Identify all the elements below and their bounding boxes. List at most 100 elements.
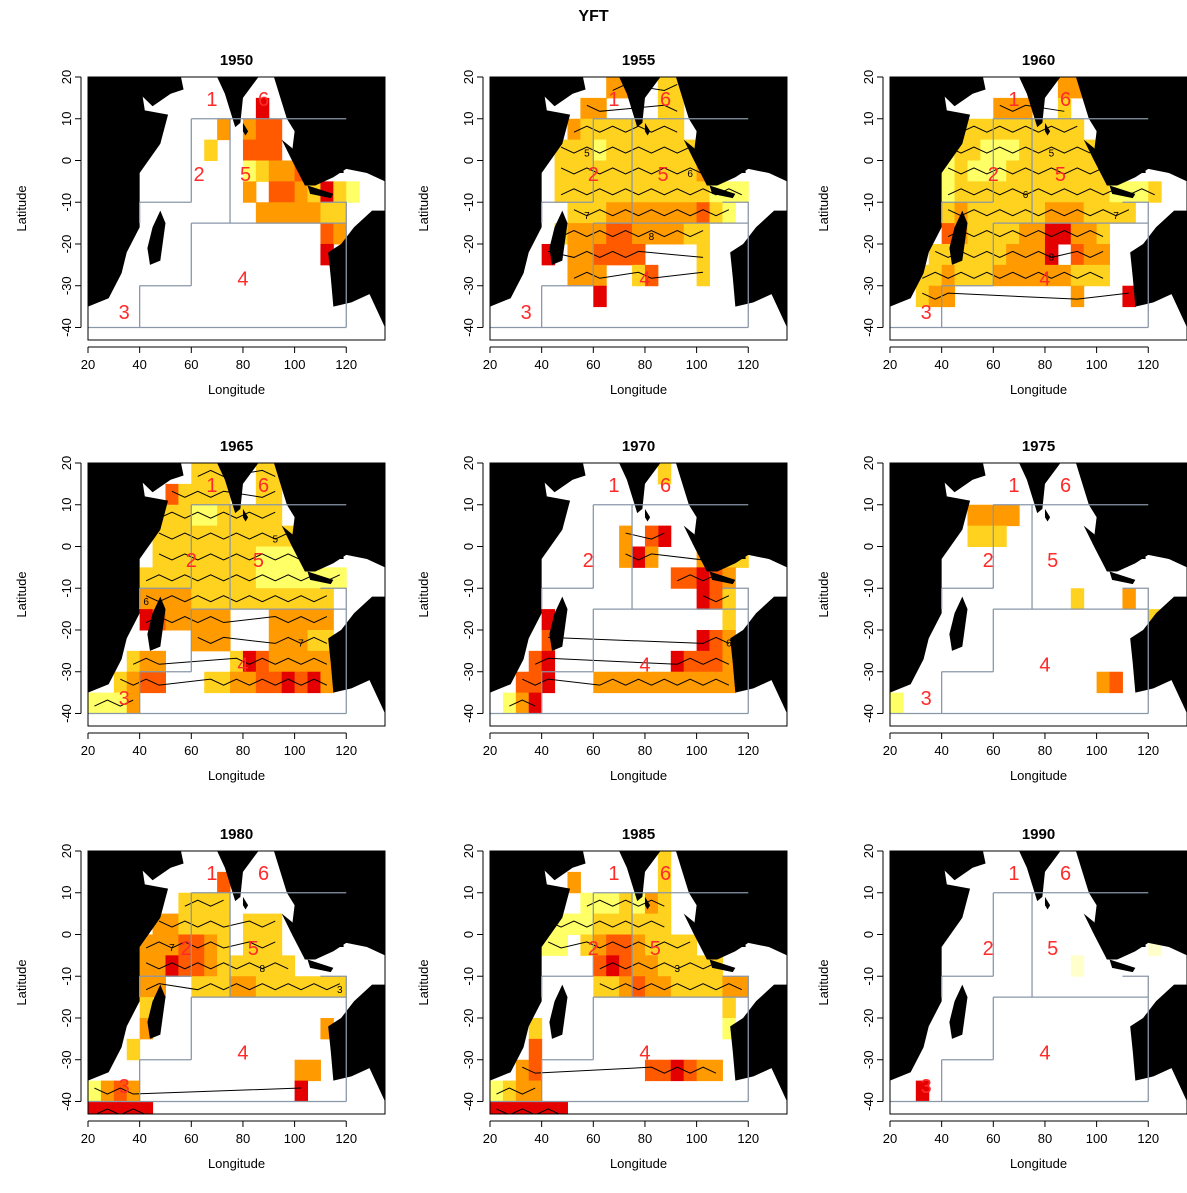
catch-cell (1109, 671, 1123, 694)
y-tick-label: -40 (59, 318, 74, 337)
catch-cell (980, 223, 994, 245)
y-axis-label: Latitude (416, 959, 431, 1005)
x-tick-label: 20 (81, 1131, 95, 1146)
catch-cell (696, 181, 711, 203)
land-seasia (1075, 463, 1187, 572)
catch-cell (1070, 285, 1085, 308)
catch-cell (126, 1080, 141, 1102)
y-tick-label: -10 (461, 579, 476, 598)
land-borneo (719, 143, 746, 174)
catch-cell (993, 160, 1007, 182)
catch-cell (683, 934, 698, 956)
catch-cell (281, 202, 296, 224)
catch-cell (204, 139, 218, 161)
catch-cell (1057, 223, 1072, 245)
catch-cell (657, 851, 672, 873)
catch-cell (320, 202, 334, 224)
catch-cell (670, 567, 685, 589)
catch-cell (632, 976, 646, 998)
catch-cell (255, 118, 270, 141)
y-tick-label: 10 (59, 112, 74, 126)
catch-cell (294, 629, 309, 652)
catch-cell (683, 223, 698, 245)
catch-cell (670, 1059, 685, 1082)
contour-line (560, 229, 704, 238)
region-label-2: 2 (181, 938, 192, 960)
catch-cell (1032, 223, 1046, 245)
catch-cell (178, 525, 192, 547)
catch-cell (242, 955, 257, 977)
region-label-1: 1 (608, 863, 619, 885)
x-tick-label: 120 (737, 743, 759, 758)
catch-cell (606, 892, 620, 915)
catch-cell (657, 202, 672, 224)
land-arabia (936, 77, 986, 107)
catch-cell (1096, 223, 1111, 245)
catch-cell (204, 892, 218, 915)
catch-cell (619, 139, 633, 161)
catch-cell (204, 504, 218, 527)
catch-cell (593, 139, 607, 161)
x-tick-label: 40 (132, 357, 146, 372)
x-tick-label: 60 (986, 743, 1000, 758)
catch-cell (294, 1080, 309, 1102)
panel-title: 1990 (1022, 826, 1055, 843)
contour-line (999, 104, 1065, 112)
y-tick-label: -40 (461, 318, 476, 337)
catch-cell (165, 546, 179, 568)
contour-line (560, 188, 743, 196)
contour-label: 6 (687, 169, 693, 180)
land-madagascar (147, 984, 166, 1039)
land-borneo (719, 917, 746, 948)
catch-cell (696, 202, 711, 224)
catch-cell (307, 588, 321, 610)
catch-cell (619, 976, 633, 998)
x-tick-label: 80 (236, 1131, 250, 1146)
catch-cell (1070, 139, 1085, 161)
catch-cell (593, 955, 607, 977)
catch-cell (528, 671, 543, 694)
y-tick-label: -10 (59, 193, 74, 212)
y-axis-label: Latitude (816, 959, 831, 1005)
panel-title: 1960 (1022, 52, 1055, 69)
region-boundary (1122, 975, 1149, 998)
catch-cell (567, 202, 581, 224)
catch-cell (204, 976, 218, 998)
catch-cell (139, 567, 154, 589)
catch-cell (204, 567, 218, 589)
y-tick-label: -30 (861, 1050, 876, 1069)
catch-cell (333, 181, 347, 203)
catch-cell (268, 955, 283, 977)
catch-cell (632, 934, 646, 956)
plot-frame (889, 850, 1187, 1115)
catch-cell (619, 913, 633, 935)
land-arabia (536, 77, 586, 107)
catch-cell (670, 955, 685, 977)
catch-cell (980, 160, 994, 182)
catch-cell (217, 567, 231, 589)
catch-cell (126, 692, 141, 714)
catch-cell (606, 976, 620, 998)
x-tick-label: 60 (586, 357, 600, 372)
catch-cell (217, 934, 231, 956)
catch-cell (657, 463, 672, 485)
catch-cell (1122, 588, 1136, 610)
catch-cell (657, 671, 672, 694)
x-tick-label: 120 (1137, 1131, 1159, 1146)
map-area: 5 6 7 8 1 6 2 5 4 3 (890, 77, 1187, 329)
land-africa (490, 851, 571, 1081)
catch-cell (281, 181, 296, 203)
land-india (1019, 77, 1061, 128)
catch-cell (567, 223, 581, 245)
land-sumatra (1083, 913, 1113, 960)
catch-cell (709, 671, 723, 694)
land-sumatra (683, 913, 713, 960)
catch-cell (554, 160, 568, 182)
catch-cell (1044, 223, 1059, 245)
catch-cell (657, 181, 672, 203)
plot-frame (489, 76, 788, 341)
catch-cell (1070, 160, 1085, 182)
